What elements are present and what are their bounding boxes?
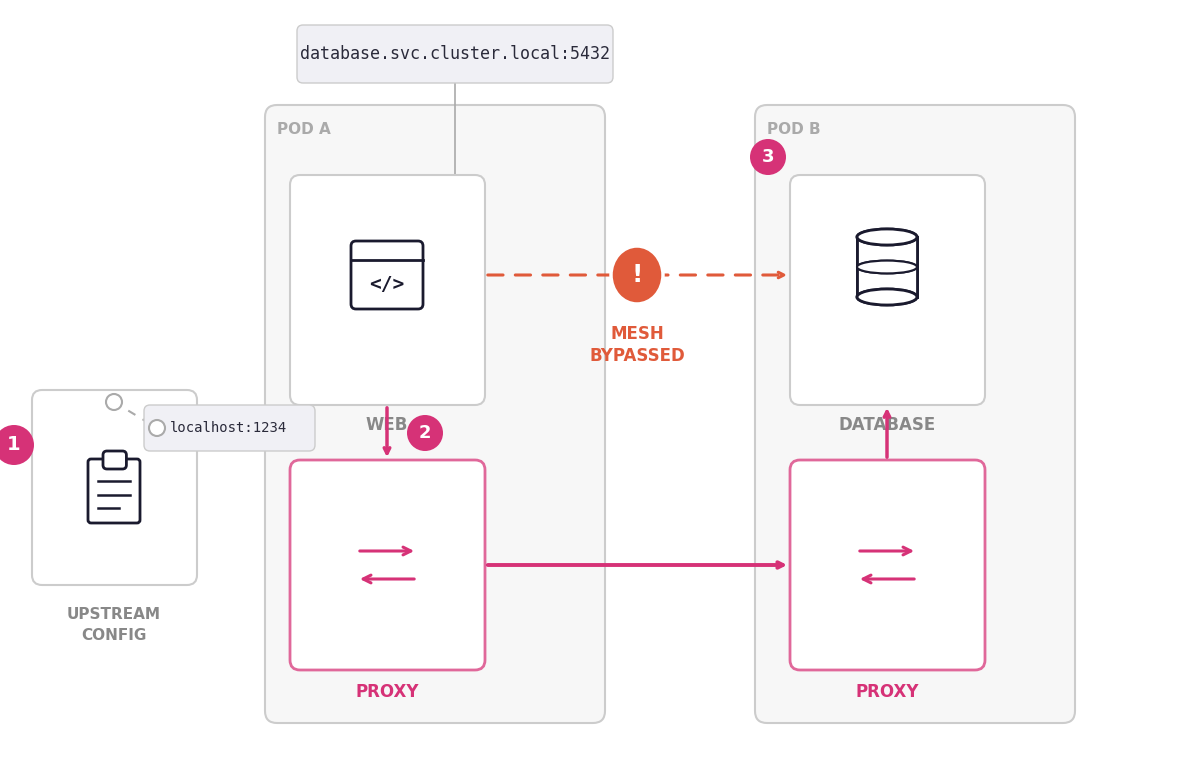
Text: </>: </> xyxy=(369,275,405,294)
FancyBboxPatch shape xyxy=(290,175,485,405)
Bar xyxy=(857,237,917,297)
Ellipse shape xyxy=(857,229,917,245)
Text: 2: 2 xyxy=(419,424,431,442)
Text: database.svc.cluster.local:5432: database.svc.cluster.local:5432 xyxy=(300,45,610,63)
Text: PROXY: PROXY xyxy=(855,683,918,701)
Ellipse shape xyxy=(857,289,917,305)
Ellipse shape xyxy=(857,229,917,245)
Text: POD B: POD B xyxy=(767,122,820,137)
FancyBboxPatch shape xyxy=(790,175,985,405)
Circle shape xyxy=(106,394,122,410)
Circle shape xyxy=(149,420,165,436)
FancyBboxPatch shape xyxy=(290,460,485,670)
Circle shape xyxy=(407,415,443,451)
Text: 3: 3 xyxy=(762,148,774,166)
Text: MESH
BYPASSED: MESH BYPASSED xyxy=(589,325,685,365)
Ellipse shape xyxy=(857,289,917,305)
Ellipse shape xyxy=(857,261,917,274)
Text: 1: 1 xyxy=(7,435,20,455)
FancyBboxPatch shape xyxy=(265,105,605,723)
FancyBboxPatch shape xyxy=(755,105,1075,723)
Text: DATABASE: DATABASE xyxy=(838,416,936,434)
Text: POD A: POD A xyxy=(277,122,331,137)
FancyBboxPatch shape xyxy=(144,405,315,451)
FancyBboxPatch shape xyxy=(351,241,423,309)
Text: UPSTREAM
CONFIG: UPSTREAM CONFIG xyxy=(67,607,161,643)
FancyBboxPatch shape xyxy=(88,459,140,523)
Text: PROXY: PROXY xyxy=(356,683,419,701)
FancyBboxPatch shape xyxy=(103,451,127,469)
Text: !: ! xyxy=(632,263,642,287)
Circle shape xyxy=(0,425,33,465)
Text: WEB: WEB xyxy=(365,416,408,434)
Ellipse shape xyxy=(857,261,917,274)
Text: localhost:1234: localhost:1234 xyxy=(171,421,288,435)
Circle shape xyxy=(750,139,786,175)
FancyBboxPatch shape xyxy=(297,25,613,83)
FancyBboxPatch shape xyxy=(790,460,985,670)
Ellipse shape xyxy=(611,246,663,304)
FancyBboxPatch shape xyxy=(32,390,197,585)
